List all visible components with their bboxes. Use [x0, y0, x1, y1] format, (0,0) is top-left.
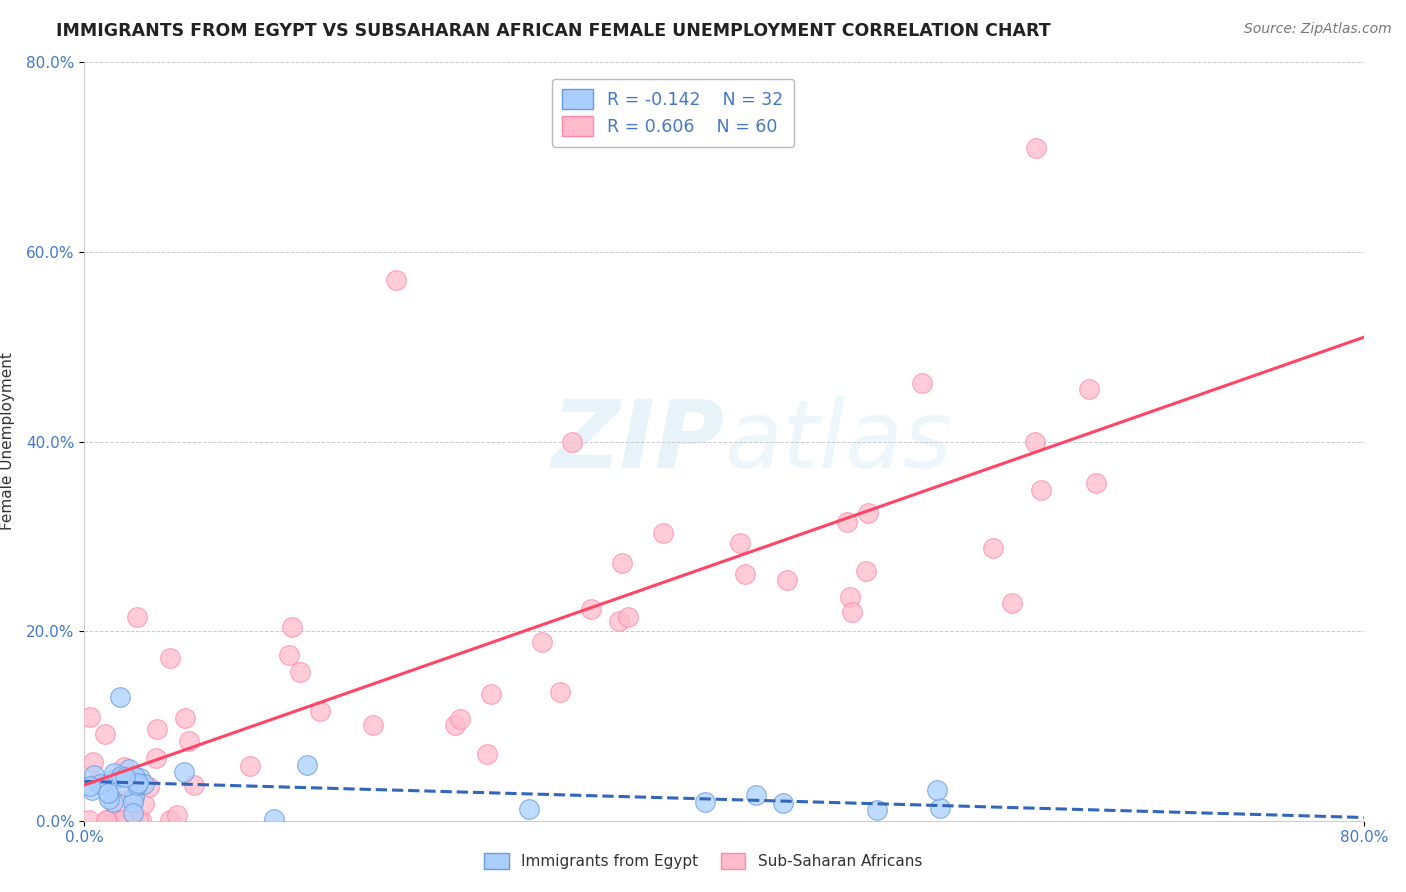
- Point: [108, 690, 131, 705]
- Point: [548, 684, 571, 698]
- Point: [581, 602, 603, 616]
- Point: [363, 718, 385, 732]
- Point: [145, 722, 167, 736]
- Point: [101, 813, 124, 827]
- Y-axis label: Female Unemployment: Female Unemployment: [0, 352, 15, 531]
- Point: [103, 772, 125, 786]
- Point: [94, 726, 117, 740]
- Point: [929, 801, 952, 815]
- Point: [89, 777, 111, 791]
- Point: [127, 610, 149, 624]
- Point: [97, 786, 120, 800]
- Point: [239, 759, 262, 773]
- Point: [132, 777, 155, 791]
- Point: [129, 813, 152, 827]
- Point: [295, 758, 318, 772]
- Point: [118, 762, 141, 776]
- Point: [772, 796, 794, 810]
- Point: [127, 776, 149, 790]
- Point: [1024, 434, 1046, 449]
- Point: [80, 782, 103, 797]
- Point: [79, 780, 101, 794]
- Point: [115, 779, 138, 793]
- Point: [83, 768, 105, 782]
- Point: [1084, 476, 1107, 491]
- Point: [86, 775, 108, 789]
- Point: [79, 709, 101, 723]
- Point: [651, 526, 673, 541]
- Point: [610, 556, 633, 570]
- Point: [263, 812, 285, 826]
- Text: atlas: atlas: [724, 396, 952, 487]
- Point: [104, 813, 127, 827]
- Point: [173, 765, 195, 780]
- Point: [730, 536, 752, 550]
- Point: [517, 802, 540, 816]
- Point: [443, 718, 465, 732]
- Point: [122, 795, 145, 809]
- Point: [385, 273, 408, 287]
- Point: [145, 751, 167, 765]
- Point: [183, 778, 205, 792]
- Point: [98, 792, 121, 806]
- Point: [855, 564, 877, 578]
- Point: [110, 769, 132, 783]
- Point: [450, 712, 472, 726]
- Point: [122, 789, 145, 804]
- Point: [103, 795, 125, 809]
- Point: [124, 770, 146, 784]
- Point: [841, 605, 863, 619]
- Legend: Immigrants from Egypt, Sub-Saharan Africans: Immigrants from Egypt, Sub-Saharan Afric…: [478, 847, 928, 875]
- Point: [734, 566, 756, 581]
- Point: [77, 813, 100, 827]
- Point: [138, 780, 160, 794]
- Point: [839, 590, 862, 604]
- Text: Source: ZipAtlas.com: Source: ZipAtlas.com: [1244, 22, 1392, 37]
- Point: [617, 610, 640, 624]
- Point: [166, 808, 188, 822]
- Point: [475, 747, 498, 761]
- Point: [127, 813, 149, 827]
- Point: [531, 635, 554, 649]
- Point: [134, 797, 156, 811]
- Point: [695, 796, 717, 810]
- Point: [110, 794, 132, 808]
- Point: [479, 687, 502, 701]
- Point: [1078, 382, 1101, 396]
- Point: [82, 756, 104, 770]
- Point: [1025, 141, 1047, 155]
- Point: [745, 788, 768, 802]
- Point: [127, 778, 149, 792]
- Point: [159, 813, 181, 827]
- Text: IMMIGRANTS FROM EGYPT VS SUBSAHARAN AFRICAN FEMALE UNEMPLOYMENT CORRELATION CHAR: IMMIGRANTS FROM EGYPT VS SUBSAHARAN AFRI…: [56, 22, 1050, 40]
- Text: ZIP: ZIP: [551, 395, 724, 488]
- Point: [128, 771, 150, 785]
- Point: [309, 704, 332, 718]
- Point: [1029, 483, 1052, 497]
- Point: [96, 813, 118, 827]
- Point: [1001, 596, 1024, 610]
- Point: [177, 734, 200, 748]
- Legend: R = -0.142    N = 32, R = 0.606    N = 60: R = -0.142 N = 32, R = 0.606 N = 60: [551, 78, 794, 146]
- Point: [981, 541, 1004, 556]
- Point: [114, 770, 136, 784]
- Point: [122, 805, 145, 820]
- Point: [288, 665, 311, 679]
- Point: [776, 573, 799, 587]
- Point: [174, 711, 197, 725]
- Point: [607, 614, 630, 628]
- Point: [856, 506, 879, 520]
- Point: [96, 813, 118, 827]
- Point: [866, 803, 889, 817]
- Point: [112, 760, 135, 774]
- Point: [835, 515, 858, 529]
- Point: [103, 766, 125, 780]
- Point: [159, 650, 181, 665]
- Point: [278, 648, 301, 662]
- Point: [927, 783, 949, 797]
- Point: [911, 376, 934, 390]
- Point: [112, 813, 135, 827]
- Point: [561, 434, 583, 449]
- Point: [281, 620, 304, 634]
